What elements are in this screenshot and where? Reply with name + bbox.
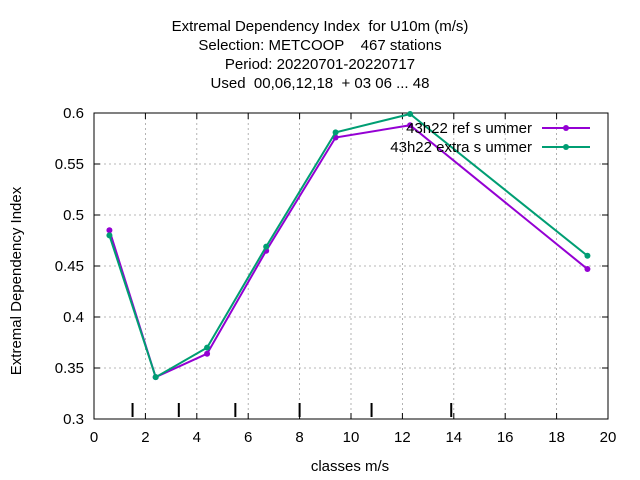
chart-title-line-3: Period: 20220701-20220717 xyxy=(224,56,416,73)
legend-marker-0 xyxy=(563,125,569,131)
series-point-1 xyxy=(332,129,339,136)
series-point-0 xyxy=(584,266,591,273)
series-point-1 xyxy=(152,374,159,381)
series-point-1 xyxy=(204,344,211,351)
grid xyxy=(94,113,608,419)
x-tick-label: 6 xyxy=(244,429,252,446)
x-axis-label: classes m/s xyxy=(311,458,389,475)
axes: 0 2 4 6 8 10 12 14 16 18 20 0.3 0.35 0.4 0.45 0.5 0.55 0.… xyxy=(55,105,617,446)
x-tick-label: 10 xyxy=(343,429,360,446)
y-axis-label: Extremal Dependency Index xyxy=(8,186,25,375)
x-tick-label: 16 xyxy=(497,429,514,446)
x-tick-label: 14 xyxy=(445,429,462,446)
y-tick-label: 0.45 xyxy=(55,258,84,275)
y-tick-label: 0.35 xyxy=(55,360,84,377)
x-tick-label: 12 xyxy=(394,429,411,446)
x-tick-label: 2 xyxy=(141,429,149,446)
legend: 43h22 ref s ummer 43h22 extra s ummer xyxy=(390,120,590,156)
y-tick-label: 0.55 xyxy=(55,156,84,173)
series-point-1 xyxy=(263,243,270,250)
y-tick-label: 0.5 xyxy=(63,207,84,224)
series-point-0 xyxy=(106,227,113,234)
legend-label-0: 43h22 ref s ummer xyxy=(406,120,532,137)
y-tick-label: 0.3 xyxy=(63,411,84,428)
x-tick-label: 18 xyxy=(548,429,565,446)
series-point-1 xyxy=(407,111,414,118)
series-point-0 xyxy=(407,122,414,129)
series-point-1 xyxy=(584,252,591,259)
x-tick-label: 20 xyxy=(600,429,617,446)
legend-label-1: 43h22 extra s ummer xyxy=(390,139,532,156)
series-line-0 xyxy=(108,124,589,379)
legend-marker-1 xyxy=(563,144,569,150)
y-tick-label: 0.6 xyxy=(63,105,84,122)
y-tick-label: 0.4 xyxy=(63,309,84,326)
chart-title-line-2: Selection: METCOOP 467 stations xyxy=(198,37,442,54)
series-point-0 xyxy=(204,350,211,357)
x-tick-label: 0 xyxy=(90,429,98,446)
chart-title-line-4: Used 00,06,12,18 + 03 06 ... 48 xyxy=(210,75,430,92)
series-layer xyxy=(106,111,591,381)
chart-title-line-1: Extremal Dependency Index for U10m (m/s) xyxy=(171,18,469,35)
x-tick-label: 4 xyxy=(193,429,201,446)
x-tick-label: 8 xyxy=(295,429,303,446)
series-point-1 xyxy=(106,232,113,239)
